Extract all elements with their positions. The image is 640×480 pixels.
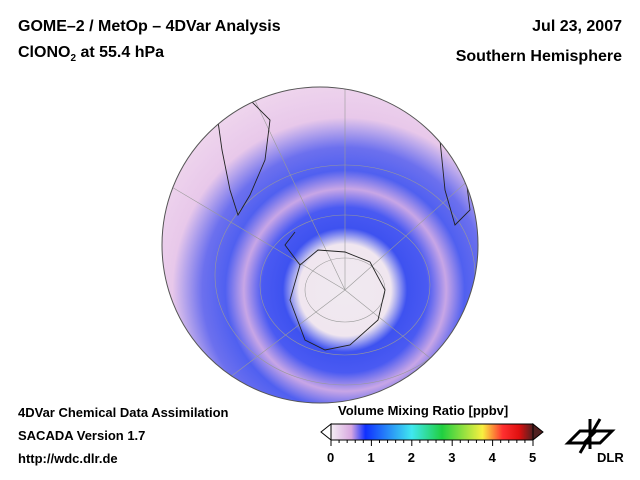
footer-url: http://wdc.dlr.de — [18, 451, 118, 466]
colorbar-tick-label: 3 — [448, 450, 456, 465]
footer-line2: SACADA Version 1.7 — [18, 428, 146, 443]
footer-line1: 4DVar Chemical Data Assimilation — [18, 405, 229, 420]
colorbar-min-arrow — [320, 422, 332, 442]
globe-disc — [162, 87, 478, 403]
colorbar-tick-label: 1 — [367, 450, 375, 465]
dlr-logo-text: DLR — [597, 450, 624, 465]
colorbar-tick-label: 5 — [529, 450, 537, 465]
dlr-logo-icon — [564, 418, 616, 454]
region-label: Southern Hemisphere — [455, 48, 622, 65]
colorbar-title: Volume Mixing Ratio [ppbv] — [338, 403, 509, 418]
colorbar-max-arrow — [532, 422, 544, 442]
colorbar-tick-label: 2 — [407, 450, 416, 465]
colorbar-tick-label: 0 — [327, 450, 335, 465]
map-title: GOME–2 / MetOp – 4DVar Analysis — [18, 18, 281, 35]
colorbar-gradient — [330, 423, 534, 441]
colorbar — [320, 422, 544, 446]
species-label: ClONO2 at 55.4 hPa — [18, 44, 165, 65]
date-label: Jul 23, 2007 — [532, 18, 622, 35]
colorbar-tick-label: 4 — [488, 450, 496, 465]
